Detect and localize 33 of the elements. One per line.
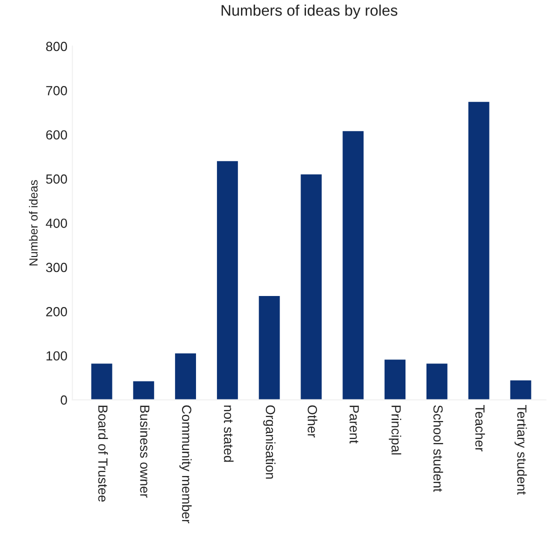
bar — [258, 296, 280, 400]
y-tick-label: 100 — [46, 351, 68, 361]
x-tick-label: Teacher — [475, 405, 485, 452]
bar — [91, 364, 112, 400]
x-tick-label: Board of Trustee — [98, 406, 108, 502]
x-tick-label: Community member — [179, 405, 192, 524]
bar — [426, 364, 448, 400]
x-tick-label: School student — [433, 405, 444, 492]
chart-title: Numbers of ideas by roles — [222, 4, 398, 19]
bar — [342, 131, 364, 400]
x-tick-label: Principal — [388, 406, 402, 454]
bar — [510, 380, 532, 400]
y-tick-label: 400 — [46, 218, 68, 228]
x-tick-label: Other — [308, 405, 318, 438]
x-tick-label: not stated — [224, 406, 234, 462]
y-tick-label: 500 — [46, 174, 68, 184]
bar — [216, 161, 238, 400]
y-tick-label: 0 — [60, 395, 68, 405]
x-tick-label: Organisation — [263, 405, 276, 479]
x-tick-label: Business owner — [140, 406, 150, 498]
bar — [133, 381, 154, 400]
y-axis-title: Number of ideas — [28, 180, 38, 266]
bar — [175, 353, 196, 400]
y-tick-label: 800 — [46, 42, 68, 52]
y-tick-label: 600 — [46, 130, 68, 140]
y-tick-label: 300 — [46, 262, 68, 272]
y-tick-label: 700 — [46, 86, 68, 96]
y-tick-label: 200 — [46, 307, 68, 316]
x-tick-label: Tertiary student — [514, 405, 527, 495]
bar — [300, 174, 322, 400]
bar — [468, 102, 490, 400]
bar — [384, 360, 406, 400]
x-tick-label: Parent — [350, 406, 359, 444]
